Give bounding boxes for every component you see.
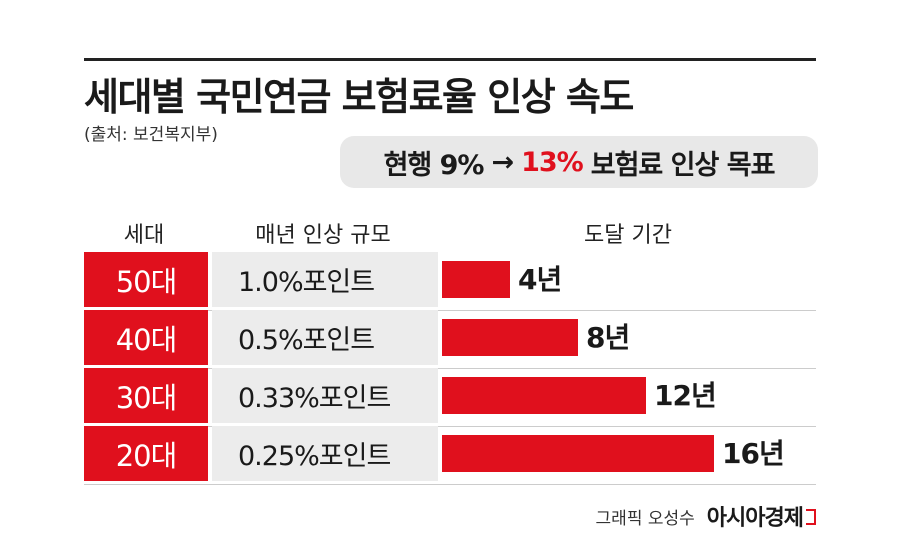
bar-area: 4년	[442, 252, 816, 307]
header-generation: 세대	[123, 223, 165, 248]
bar	[442, 377, 646, 414]
annual-increase-label: 0.33%포인트	[212, 368, 438, 423]
credit-text: 그래픽 오성수	[595, 508, 695, 529]
bar	[442, 261, 510, 298]
data-label: 16년	[722, 437, 785, 470]
target-goal: 13%	[521, 146, 584, 178]
annual-increase-label: 1.0%포인트	[212, 252, 438, 307]
target-current: 현행 9%	[383, 149, 485, 181]
header-period: 도달 기간	[584, 223, 672, 248]
chart-rows: 50대 1.0%포인트 4년 40대 0.5%포인트 8년 30대 0.33%포인트 12년 20…	[84, 252, 816, 485]
target-badge: 현행 9% → 13% 보험료 인상 목표	[340, 136, 818, 188]
top-rule	[84, 58, 816, 61]
table-row: 20대 0.25%포인트 16년	[84, 426, 816, 485]
publisher-logo: 아시아경제	[706, 506, 804, 531]
header-rate: 매년 인상 규모	[255, 223, 391, 248]
table-row: 50대 1.0%포인트 4년	[84, 252, 816, 311]
bar-area: 16년	[442, 426, 816, 481]
bar-area: 12년	[442, 368, 816, 423]
generation-label: 30대	[84, 368, 208, 423]
bar-area: 8년	[442, 310, 816, 365]
annual-increase-label: 0.5%포인트	[212, 310, 438, 365]
table-row: 30대 0.33%포인트 12년	[84, 368, 816, 427]
generation-label: 50대	[84, 252, 208, 307]
target-suffix: 보험료 인상 목표	[590, 149, 776, 181]
bar	[442, 319, 578, 356]
source-note: (출처: 보건복지부)	[84, 125, 218, 145]
generation-label: 20대	[84, 426, 208, 481]
data-label: 4년	[518, 263, 562, 296]
bar	[442, 435, 714, 472]
arrow-icon: →	[491, 146, 514, 178]
annual-increase-label: 0.25%포인트	[212, 426, 438, 481]
chart-title: 세대별 국민연금 보험료율 인상 속도	[84, 75, 634, 119]
logo-mark-icon	[806, 509, 816, 525]
table-row: 40대 0.5%포인트 8년	[84, 310, 816, 369]
credit: 그래픽 오성수 아시아경제	[596, 500, 816, 532]
generation-label: 40대	[84, 310, 208, 365]
data-label: 8년	[586, 321, 630, 354]
data-label: 12년	[654, 379, 717, 412]
